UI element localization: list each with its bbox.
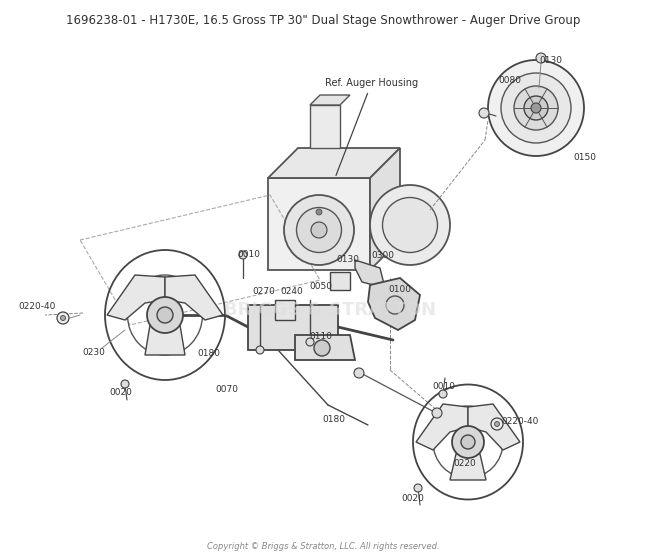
Polygon shape — [275, 300, 295, 320]
Circle shape — [57, 312, 69, 324]
Circle shape — [536, 53, 546, 63]
Polygon shape — [330, 272, 350, 290]
Circle shape — [239, 251, 247, 259]
Polygon shape — [468, 404, 520, 450]
Polygon shape — [107, 275, 165, 320]
Text: 0070: 0070 — [215, 385, 238, 394]
Circle shape — [524, 96, 548, 120]
Polygon shape — [165, 275, 223, 320]
Polygon shape — [355, 260, 385, 288]
Text: 0130: 0130 — [539, 56, 562, 65]
Circle shape — [311, 222, 327, 238]
Text: Ref. Auger Housing: Ref. Auger Housing — [325, 78, 418, 176]
Polygon shape — [310, 95, 350, 105]
Polygon shape — [450, 454, 486, 480]
Circle shape — [452, 426, 484, 458]
Circle shape — [432, 408, 442, 418]
Text: 0130: 0130 — [336, 255, 359, 264]
Circle shape — [354, 368, 364, 378]
Circle shape — [501, 73, 571, 143]
Text: 0220-40: 0220-40 — [501, 417, 538, 426]
Text: 0240: 0240 — [280, 287, 303, 296]
Ellipse shape — [296, 207, 342, 253]
Text: 0180: 0180 — [197, 349, 220, 358]
Polygon shape — [370, 148, 400, 270]
Ellipse shape — [370, 185, 450, 265]
Text: 1696238-01 - H1730E, 16.5 Gross TP 30" Dual Stage Snowthrower - Auger Drive Grou: 1696238-01 - H1730E, 16.5 Gross TP 30" D… — [66, 14, 581, 27]
Text: 0230: 0230 — [82, 348, 105, 357]
Circle shape — [494, 421, 499, 427]
Circle shape — [316, 209, 322, 215]
Text: 0150: 0150 — [573, 153, 596, 162]
Text: 0270: 0270 — [252, 287, 275, 296]
Circle shape — [306, 338, 314, 346]
Text: 0010: 0010 — [432, 382, 455, 391]
Polygon shape — [248, 305, 338, 350]
Text: 0180: 0180 — [322, 415, 345, 424]
Ellipse shape — [382, 197, 437, 253]
Text: 0010: 0010 — [237, 250, 260, 259]
Polygon shape — [416, 404, 468, 450]
Text: 0300: 0300 — [371, 251, 394, 260]
Text: 0220: 0220 — [453, 459, 476, 468]
Circle shape — [61, 315, 65, 320]
Ellipse shape — [284, 195, 354, 265]
Text: 0020: 0020 — [401, 494, 424, 503]
Text: 0100: 0100 — [388, 285, 411, 294]
Polygon shape — [295, 335, 355, 360]
Text: 0110: 0110 — [309, 332, 332, 341]
Circle shape — [157, 307, 173, 323]
Circle shape — [121, 380, 129, 388]
Circle shape — [147, 297, 183, 333]
Text: 0020: 0020 — [109, 388, 132, 397]
Polygon shape — [310, 105, 340, 148]
Circle shape — [479, 108, 489, 118]
Polygon shape — [368, 278, 420, 330]
Text: 0220-40: 0220-40 — [18, 302, 56, 311]
Text: 0080: 0080 — [498, 76, 521, 85]
Circle shape — [314, 340, 330, 356]
Circle shape — [488, 60, 584, 156]
Circle shape — [414, 484, 422, 492]
Circle shape — [439, 390, 447, 398]
Polygon shape — [268, 178, 370, 270]
Circle shape — [531, 103, 541, 113]
Text: BRIGGS & STRATTON: BRIGGS & STRATTON — [224, 301, 436, 319]
Polygon shape — [268, 148, 400, 178]
Circle shape — [491, 418, 503, 430]
Circle shape — [461, 435, 475, 449]
Circle shape — [514, 86, 558, 130]
Text: Copyright © Briggs & Stratton, LLC. All rights reserved.: Copyright © Briggs & Stratton, LLC. All … — [207, 542, 440, 551]
Circle shape — [256, 346, 264, 354]
Text: 0050: 0050 — [309, 282, 332, 291]
Polygon shape — [145, 325, 185, 355]
